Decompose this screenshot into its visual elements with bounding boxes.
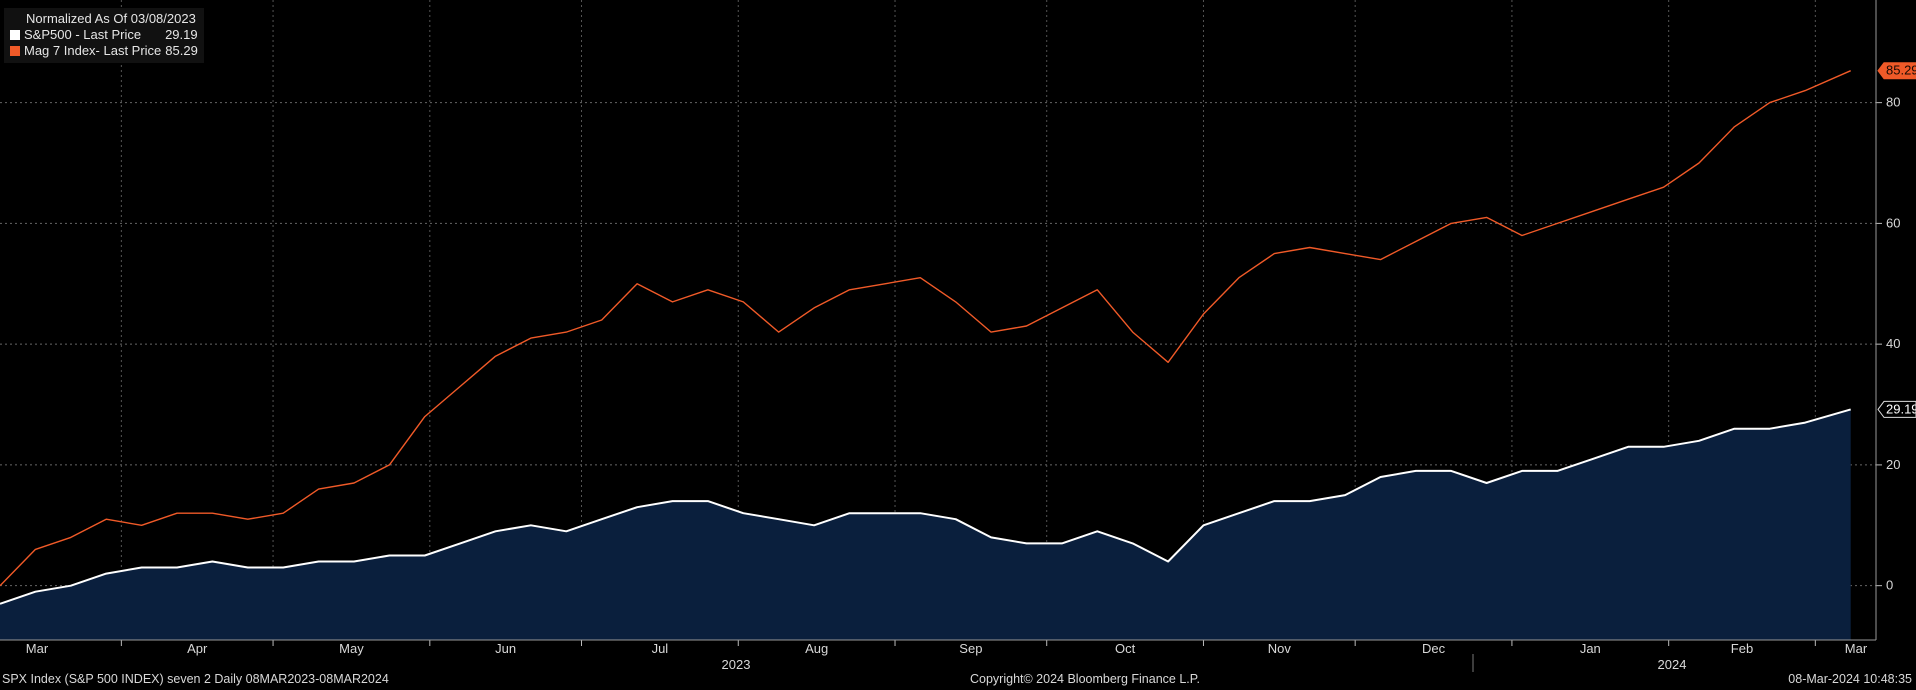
end-labels: 29.19 85.29 (1877, 62, 1916, 418)
legend-label-sp500: S&P500 - Last Price (24, 27, 142, 42)
legend-swatch-sp500 (10, 30, 20, 40)
legend-label-mag7: Mag 7 Index- Last Price (24, 43, 162, 58)
y-axis: 0 20 40 60 80 (1875, 0, 1900, 640)
x-tick-label: Mar (1845, 641, 1868, 656)
footer-left: SPX Index (S&P 500 INDEX) seven 2 Daily … (2, 672, 389, 686)
y-tick-label: 0 (1886, 578, 1893, 593)
x-tick-label: Aug (805, 641, 828, 656)
area-layer (0, 409, 1851, 640)
x-axis: Mar Apr May Jun Jul Aug Sep Oct Nov Dec Jan Feb Mar 2… (0, 639, 1876, 672)
lines-layer (0, 70, 1851, 605)
footer-copyright: Copyright© 2024 Bloomberg Finance L.P. (970, 672, 1200, 686)
legend-value-sp500: 29.19 (165, 27, 198, 42)
legend-title: Normalized As Of 03/08/2023 (26, 11, 196, 26)
end-tag-0 (1877, 400, 1916, 418)
end-tag-label-0: 29.19 (1886, 401, 1916, 416)
end-tag-1 (1877, 62, 1916, 80)
end-tag-label-1: 85.29 (1886, 63, 1916, 78)
legend-swatch-mag7 (10, 46, 20, 56)
year-label: 2023 (722, 657, 751, 672)
x-tick-label: May (339, 641, 364, 656)
x-tick-label: Nov (1268, 641, 1292, 656)
series-line-1 (0, 70, 1851, 587)
x-tick-label: Jun (495, 641, 516, 656)
y-tick-label: 80 (1886, 95, 1900, 110)
x-tick-label: Feb (1731, 641, 1753, 656)
y-tick-label: 60 (1886, 215, 1900, 230)
x-tick-label: Jan (1580, 641, 1601, 656)
x-tick-label: Sep (959, 641, 982, 656)
series-area-0 (0, 409, 1851, 640)
x-tick-label: Jul (652, 641, 669, 656)
year-label: 2024 (1658, 657, 1687, 672)
legend-item-mag7: Mag 7 Index- Last Price 85.29 (10, 43, 198, 59)
legend-item-sp500: S&P500 - Last Price 29.19 (10, 27, 198, 43)
series-line-0 (0, 408, 1851, 605)
legend-value-mag7: 85.29 (165, 43, 198, 58)
grid (0, 0, 1876, 640)
x-tick-label: Apr (187, 641, 208, 656)
y-tick-label: 40 (1886, 336, 1900, 351)
x-tick-label: Oct (1115, 641, 1136, 656)
x-tick-label: Dec (1422, 641, 1446, 656)
footer-timestamp: 08-Mar-2024 10:48:35 (1788, 672, 1912, 686)
x-tick-label: Mar (26, 641, 49, 656)
legend: Normalized As Of 03/08/2023 S&P500 - Las… (4, 8, 204, 63)
y-tick-label: 20 (1886, 457, 1900, 472)
